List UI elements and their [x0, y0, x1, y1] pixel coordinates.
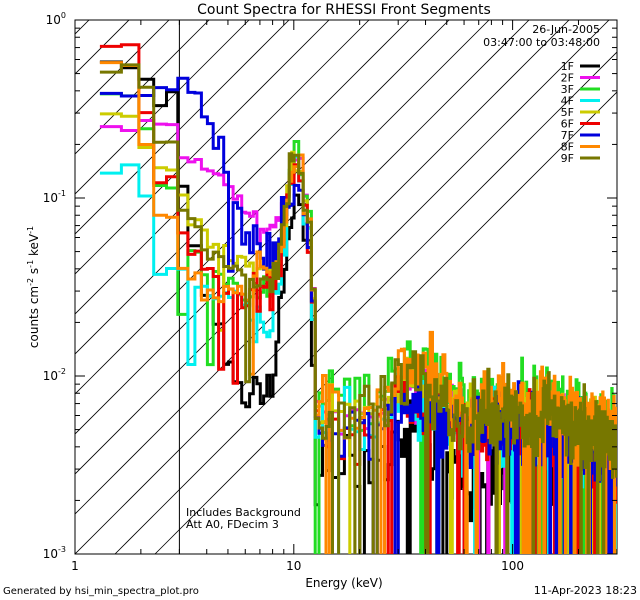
- legend-label-1F: 1F: [561, 60, 574, 73]
- legend-label-9F: 9F: [561, 152, 574, 165]
- legend-label-3F: 3F: [561, 83, 574, 96]
- hatch-line: [75, 20, 530, 475]
- y-tick-label: 10-2: [43, 367, 66, 383]
- hatch-line: [75, 20, 370, 315]
- generated-by: Generated by hsi_min_spectra_plot.pro: [3, 586, 199, 597]
- x-axis-label: Energy (keV): [305, 576, 382, 590]
- hatch-line: [114, 51, 617, 554]
- hatched-region: [0, 0, 617, 554]
- chart-title: Count Spectra for RHESSI Front Segments: [197, 2, 491, 18]
- hatch-line: [75, 20, 170, 115]
- hatch-line: [75, 20, 330, 275]
- y-tick-label: 10-1: [43, 189, 66, 205]
- legend-label-7F: 7F: [561, 129, 574, 142]
- legend-label-8F: 8F: [561, 141, 574, 154]
- date-label: 26-Jun-2005: [532, 23, 600, 36]
- hatch-line: [75, 20, 210, 155]
- legend-label-2F: 2F: [561, 72, 574, 85]
- legend-label-5F: 5F: [561, 106, 574, 119]
- hatch-line: [75, 20, 450, 395]
- time-range-label: 03:47:00 to 03:48:00: [483, 36, 600, 49]
- timestamp: 11-Apr-2023 18:23: [534, 584, 637, 597]
- hatch-line: [75, 20, 490, 435]
- x-tick-label: 10: [286, 559, 301, 573]
- hatch-line: [0, 0, 115, 554]
- y-axis-label: counts cm-2 s-1 keV-1: [26, 226, 41, 348]
- hatch-line: [154, 91, 617, 554]
- series-9F: [99, 63, 617, 554]
- hatch-line: [75, 20, 410, 355]
- hatch-line: [75, 20, 250, 195]
- plot-frame: [74, 19, 618, 555]
- legend-label-4F: 4F: [561, 95, 574, 108]
- annotation-background: Includes Background: [186, 506, 301, 519]
- legend-label-6F: 6F: [561, 118, 574, 131]
- hatch-line: [75, 20, 290, 235]
- x-tick-label: 100: [501, 559, 524, 573]
- hatch-line: [75, 20, 130, 75]
- y-tick-label: 100: [46, 11, 66, 27]
- hatch-line: [75, 20, 570, 515]
- annotation-attenuator: Att A0, FDecim 3: [186, 518, 279, 531]
- hatch-line: [75, 20, 90, 35]
- x-tick-label: 1: [71, 559, 79, 573]
- hatch-line: [75, 20, 610, 554]
- y-tick-label: 10-3: [43, 545, 66, 561]
